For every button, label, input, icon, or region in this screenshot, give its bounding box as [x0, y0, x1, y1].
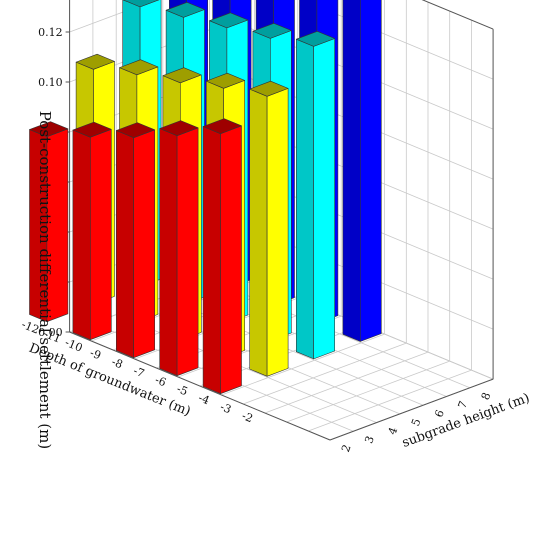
bar-face-left [249, 88, 268, 377]
y-tick-label: 6 [432, 408, 447, 419]
bar-face-top [72, 121, 112, 138]
bar-depth-6-height-2 [159, 120, 199, 377]
z-tick-label: 0.10 [38, 76, 63, 89]
bar-face-left [116, 130, 134, 359]
floor-grid-line [221, 333, 385, 396]
x-tick-label: -7 [131, 364, 146, 380]
bar-face-top [162, 67, 202, 84]
bar-face-top [119, 59, 159, 76]
bar-face-top [29, 121, 69, 137]
bar-face-top [122, 0, 160, 8]
floor-grid-line [286, 360, 450, 423]
bar-depth-4-height-2 [202, 118, 242, 395]
bar-face-top [252, 22, 292, 39]
bar-face-right [266, 88, 289, 377]
x-tick-label: -9 [88, 346, 103, 362]
frame-edge [69, 331, 331, 441]
bar-depth-4-height-8 [342, 0, 382, 342]
bar-face-right [176, 127, 199, 377]
bar-face-left [72, 129, 91, 341]
y-tick-label: 7 [456, 399, 471, 410]
y-tick-label: 3 [362, 434, 377, 445]
z-axis-label: Post-construction differential settlemen… [36, 111, 54, 449]
frame-edge [421, 0, 494, 30]
y-tick-label: 8 [479, 391, 494, 402]
bar-face-top [249, 80, 289, 97]
floor-grid-line [243, 342, 407, 405]
bar-depth-8-height-2 [116, 122, 155, 359]
bar-face-top [165, 1, 205, 18]
bar-face-right [313, 38, 336, 360]
x-tick-label: -10 [63, 336, 84, 355]
y-tick-label: 2 [339, 443, 354, 454]
x-tick-label: -3 [218, 400, 233, 416]
bar-depth-12-height-2 [29, 121, 69, 323]
bar-depth-4-height-6 [295, 30, 336, 360]
z-tick-label: 0.12 [38, 26, 63, 39]
x-tick-label: -4 [197, 391, 212, 407]
chart-bars [29, 0, 382, 395]
frame-edge [329, 378, 494, 441]
bar-depth-10-height-2 [72, 121, 112, 341]
x-tick-label: -6 [153, 373, 168, 389]
bar-face-top [295, 30, 336, 47]
x-tick-label: -8 [110, 355, 125, 371]
bar-face-top [75, 53, 115, 70]
bar-face-top [206, 72, 245, 89]
bar-face-left [295, 38, 315, 360]
bar-face-top [202, 118, 242, 134]
bar-face-left [202, 126, 221, 395]
bar-depth-4-height-4 [249, 80, 289, 377]
floor-grid-line [308, 369, 472, 432]
x-tick-label: -12 [20, 318, 41, 337]
floor-grid-line [264, 351, 429, 414]
bar-face-top [209, 12, 249, 29]
bar-face-left [342, 0, 361, 342]
z-tick-label: 0.00 [38, 326, 63, 339]
bar-face-right [220, 125, 242, 395]
y-tick-label: 4 [386, 425, 401, 436]
bar-face-right [133, 129, 155, 359]
y-tick-label: 5 [409, 417, 424, 428]
x-tick-label: -5 [175, 382, 190, 398]
bar-face-right [359, 0, 382, 342]
bar-face-right [90, 129, 112, 341]
bar-face-top [159, 120, 199, 136]
bar-face-top [116, 122, 155, 138]
bar-face-left [159, 128, 178, 377]
x-tick-label: -11 [41, 327, 62, 346]
x-tick-label: -2 [240, 409, 255, 425]
